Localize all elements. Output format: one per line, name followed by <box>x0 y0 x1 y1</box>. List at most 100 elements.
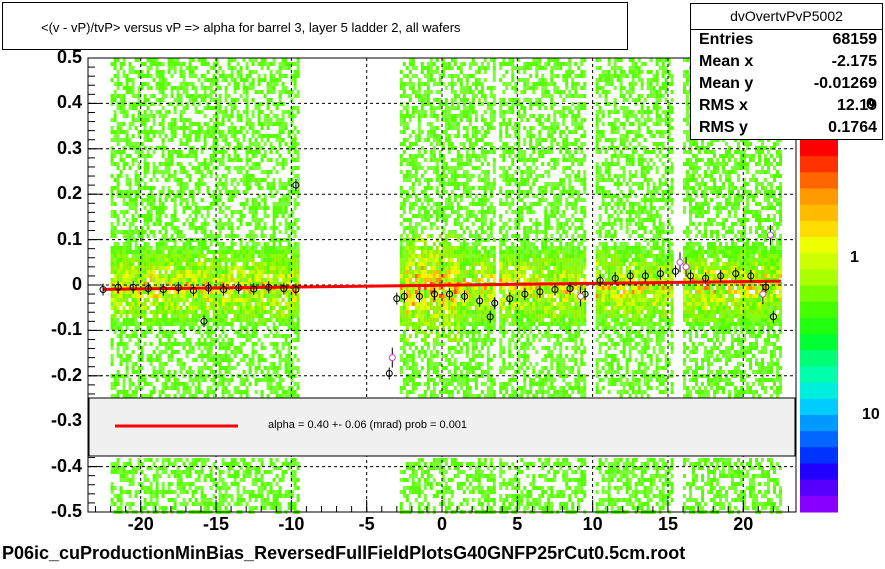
heatmap-cell <box>399 86 403 90</box>
heatmap-cell <box>191 306 195 310</box>
heatmap-cell <box>215 106 219 110</box>
heatmap-cell <box>221 478 225 482</box>
heatmap-cell <box>143 198 147 202</box>
heatmap-cell <box>432 222 436 226</box>
heatmap-cell <box>405 226 409 230</box>
heatmap-cell <box>248 246 252 250</box>
heatmap-cell <box>450 206 454 210</box>
heatmap-cell <box>143 322 147 326</box>
heatmap-cell <box>233 262 237 266</box>
heatmap-cell <box>290 370 294 374</box>
heatmap-cell <box>203 98 207 102</box>
heatmap-cell <box>233 102 237 106</box>
heatmap-cell <box>173 298 177 302</box>
heatmap-cell <box>438 458 442 462</box>
heatmap-cell <box>203 246 207 250</box>
heatmap-cell <box>224 486 228 490</box>
heatmap-cell <box>420 306 424 310</box>
heatmap-cell <box>245 302 249 306</box>
heatmap-cell <box>275 190 279 194</box>
heatmap-cell <box>209 502 213 506</box>
heatmap-cell <box>212 78 216 82</box>
heatmap-cell <box>173 374 177 378</box>
heatmap-cell <box>116 266 120 270</box>
heatmap-cell <box>251 250 255 254</box>
heatmap-cell <box>203 242 207 246</box>
heatmap-cell <box>155 166 159 170</box>
heatmap-cell <box>221 310 225 314</box>
heatmap-cell <box>179 110 183 114</box>
heatmap-cell <box>269 238 273 242</box>
heatmap-cell <box>242 262 246 266</box>
heatmap-cell <box>447 62 451 66</box>
heatmap-cell <box>197 130 201 134</box>
heatmap-cell <box>438 462 442 466</box>
heatmap-cell <box>146 298 150 302</box>
heatmap-cell <box>224 498 228 502</box>
heatmap-cell <box>218 98 222 102</box>
heatmap-cell <box>269 78 273 82</box>
heatmap-cell <box>272 346 276 350</box>
heatmap-cell <box>200 206 204 210</box>
heatmap-cell <box>224 234 228 238</box>
heatmap-cell <box>429 90 433 94</box>
heatmap-cell <box>429 290 433 294</box>
heatmap-cell <box>161 342 165 346</box>
heatmap-cell <box>417 490 421 494</box>
heatmap-cell <box>245 98 249 102</box>
heatmap-cell <box>119 82 123 86</box>
heatmap-cell <box>438 334 442 338</box>
heatmap-cell <box>230 266 234 270</box>
heatmap-cell <box>417 330 421 334</box>
heatmap-cell <box>206 386 210 390</box>
heatmap-cell <box>399 118 403 122</box>
heatmap-cell <box>158 350 162 354</box>
heatmap-cell <box>179 250 183 254</box>
heatmap-cell <box>426 358 430 362</box>
heatmap-cell <box>206 358 210 362</box>
heatmap-cell <box>185 198 189 202</box>
heatmap-cell <box>275 150 279 154</box>
heatmap-cell <box>426 78 430 82</box>
heatmap-cell <box>420 114 424 118</box>
heatmap-cell <box>423 506 427 510</box>
heatmap-cell <box>128 186 132 190</box>
heatmap-cell <box>423 498 427 502</box>
heatmap-cell <box>441 378 445 382</box>
heatmap-cell <box>188 474 192 478</box>
heatmap-cell <box>146 266 150 270</box>
heatmap-cell <box>233 474 237 478</box>
heatmap-cell <box>414 230 418 234</box>
heatmap-cell <box>224 302 228 306</box>
heatmap-cell <box>194 358 198 362</box>
heatmap-cell <box>272 314 276 318</box>
heatmap-cell <box>233 298 237 302</box>
heatmap-cell <box>182 394 186 398</box>
heatmap-cell <box>290 62 294 66</box>
heatmap-cell <box>209 306 213 310</box>
heatmap-cell <box>423 494 427 498</box>
heatmap-cell <box>411 302 415 306</box>
heatmap-cell <box>218 274 222 278</box>
heatmap-cell <box>149 250 153 254</box>
heatmap-cell <box>239 78 243 82</box>
heatmap-cell <box>185 142 189 146</box>
heatmap-cell <box>408 242 412 246</box>
heatmap-cell <box>146 118 150 122</box>
heatmap-cell <box>197 134 201 138</box>
heatmap-cell <box>113 302 117 306</box>
heatmap-cell <box>206 266 210 270</box>
heatmap-cell <box>185 390 189 394</box>
heatmap-cell <box>414 310 418 314</box>
heatmap-cell <box>179 470 183 474</box>
heatmap-cell <box>254 266 258 270</box>
heatmap-cell <box>230 126 234 130</box>
heatmap-cell <box>263 78 267 82</box>
heatmap-cell <box>158 270 162 274</box>
heatmap-cell <box>411 166 415 170</box>
heatmap-cell <box>272 166 276 170</box>
heatmap-cell <box>236 138 240 142</box>
heatmap-cell <box>236 386 240 390</box>
heatmap-cell <box>176 98 180 102</box>
heatmap-cell <box>242 266 246 270</box>
